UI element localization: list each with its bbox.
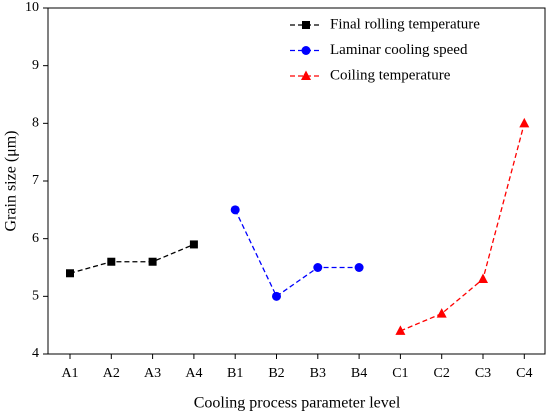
y-tick-label: 5	[32, 289, 39, 304]
legend-label: Laminar cooling speed	[330, 42, 468, 58]
x-tick-label: B2	[268, 366, 284, 381]
x-tick-label: A3	[144, 366, 161, 381]
marker-triangle	[301, 70, 311, 80]
marker-square	[148, 257, 157, 266]
marker-triangle	[519, 117, 530, 128]
plot-frame	[47, 7, 546, 355]
x-tick-label: B4	[351, 366, 367, 381]
x-tick-label: A2	[103, 366, 120, 381]
marker-circle	[272, 291, 281, 301]
x-tick-label: C1	[392, 366, 408, 381]
x-tick-label: C4	[516, 366, 532, 381]
legend-label: Final rolling temperature	[330, 16, 480, 32]
marker-square	[107, 257, 116, 266]
x-tick-label: B3	[310, 366, 326, 381]
x-tick-label: C2	[434, 366, 450, 381]
marker-circle	[354, 263, 364, 272]
series-line	[69, 243, 195, 274]
series-line	[234, 209, 360, 298]
legend-label: Coiling temperature	[330, 67, 451, 83]
marker-triangle	[436, 308, 447, 318]
x-tick-label: C3	[475, 366, 491, 381]
y-tick-label: 9	[32, 58, 39, 73]
marker-square	[302, 21, 310, 29]
y-tick-label: 10	[25, 0, 39, 15]
marker-circle	[313, 263, 323, 272]
marker-square	[66, 269, 74, 278]
y-tick-label: 7	[32, 173, 39, 188]
marker-square	[189, 240, 198, 249]
x-tick-label: B1	[227, 366, 243, 381]
x-tick-label: A4	[185, 366, 202, 381]
x-tick-label: A1	[61, 366, 78, 381]
marker-triangle	[395, 325, 406, 335]
marker-circle	[301, 46, 311, 55]
y-axis-label: Grain size (μm)	[3, 131, 20, 232]
y-tick-label: 6	[32, 231, 39, 246]
x-axis-label: Cooling process parameter level	[194, 395, 401, 412]
series-line	[400, 123, 525, 332]
marker-triangle	[478, 273, 488, 284]
marker-circle	[230, 205, 240, 215]
y-tick-label: 4	[32, 346, 39, 361]
y-tick-label: 8	[32, 116, 39, 131]
